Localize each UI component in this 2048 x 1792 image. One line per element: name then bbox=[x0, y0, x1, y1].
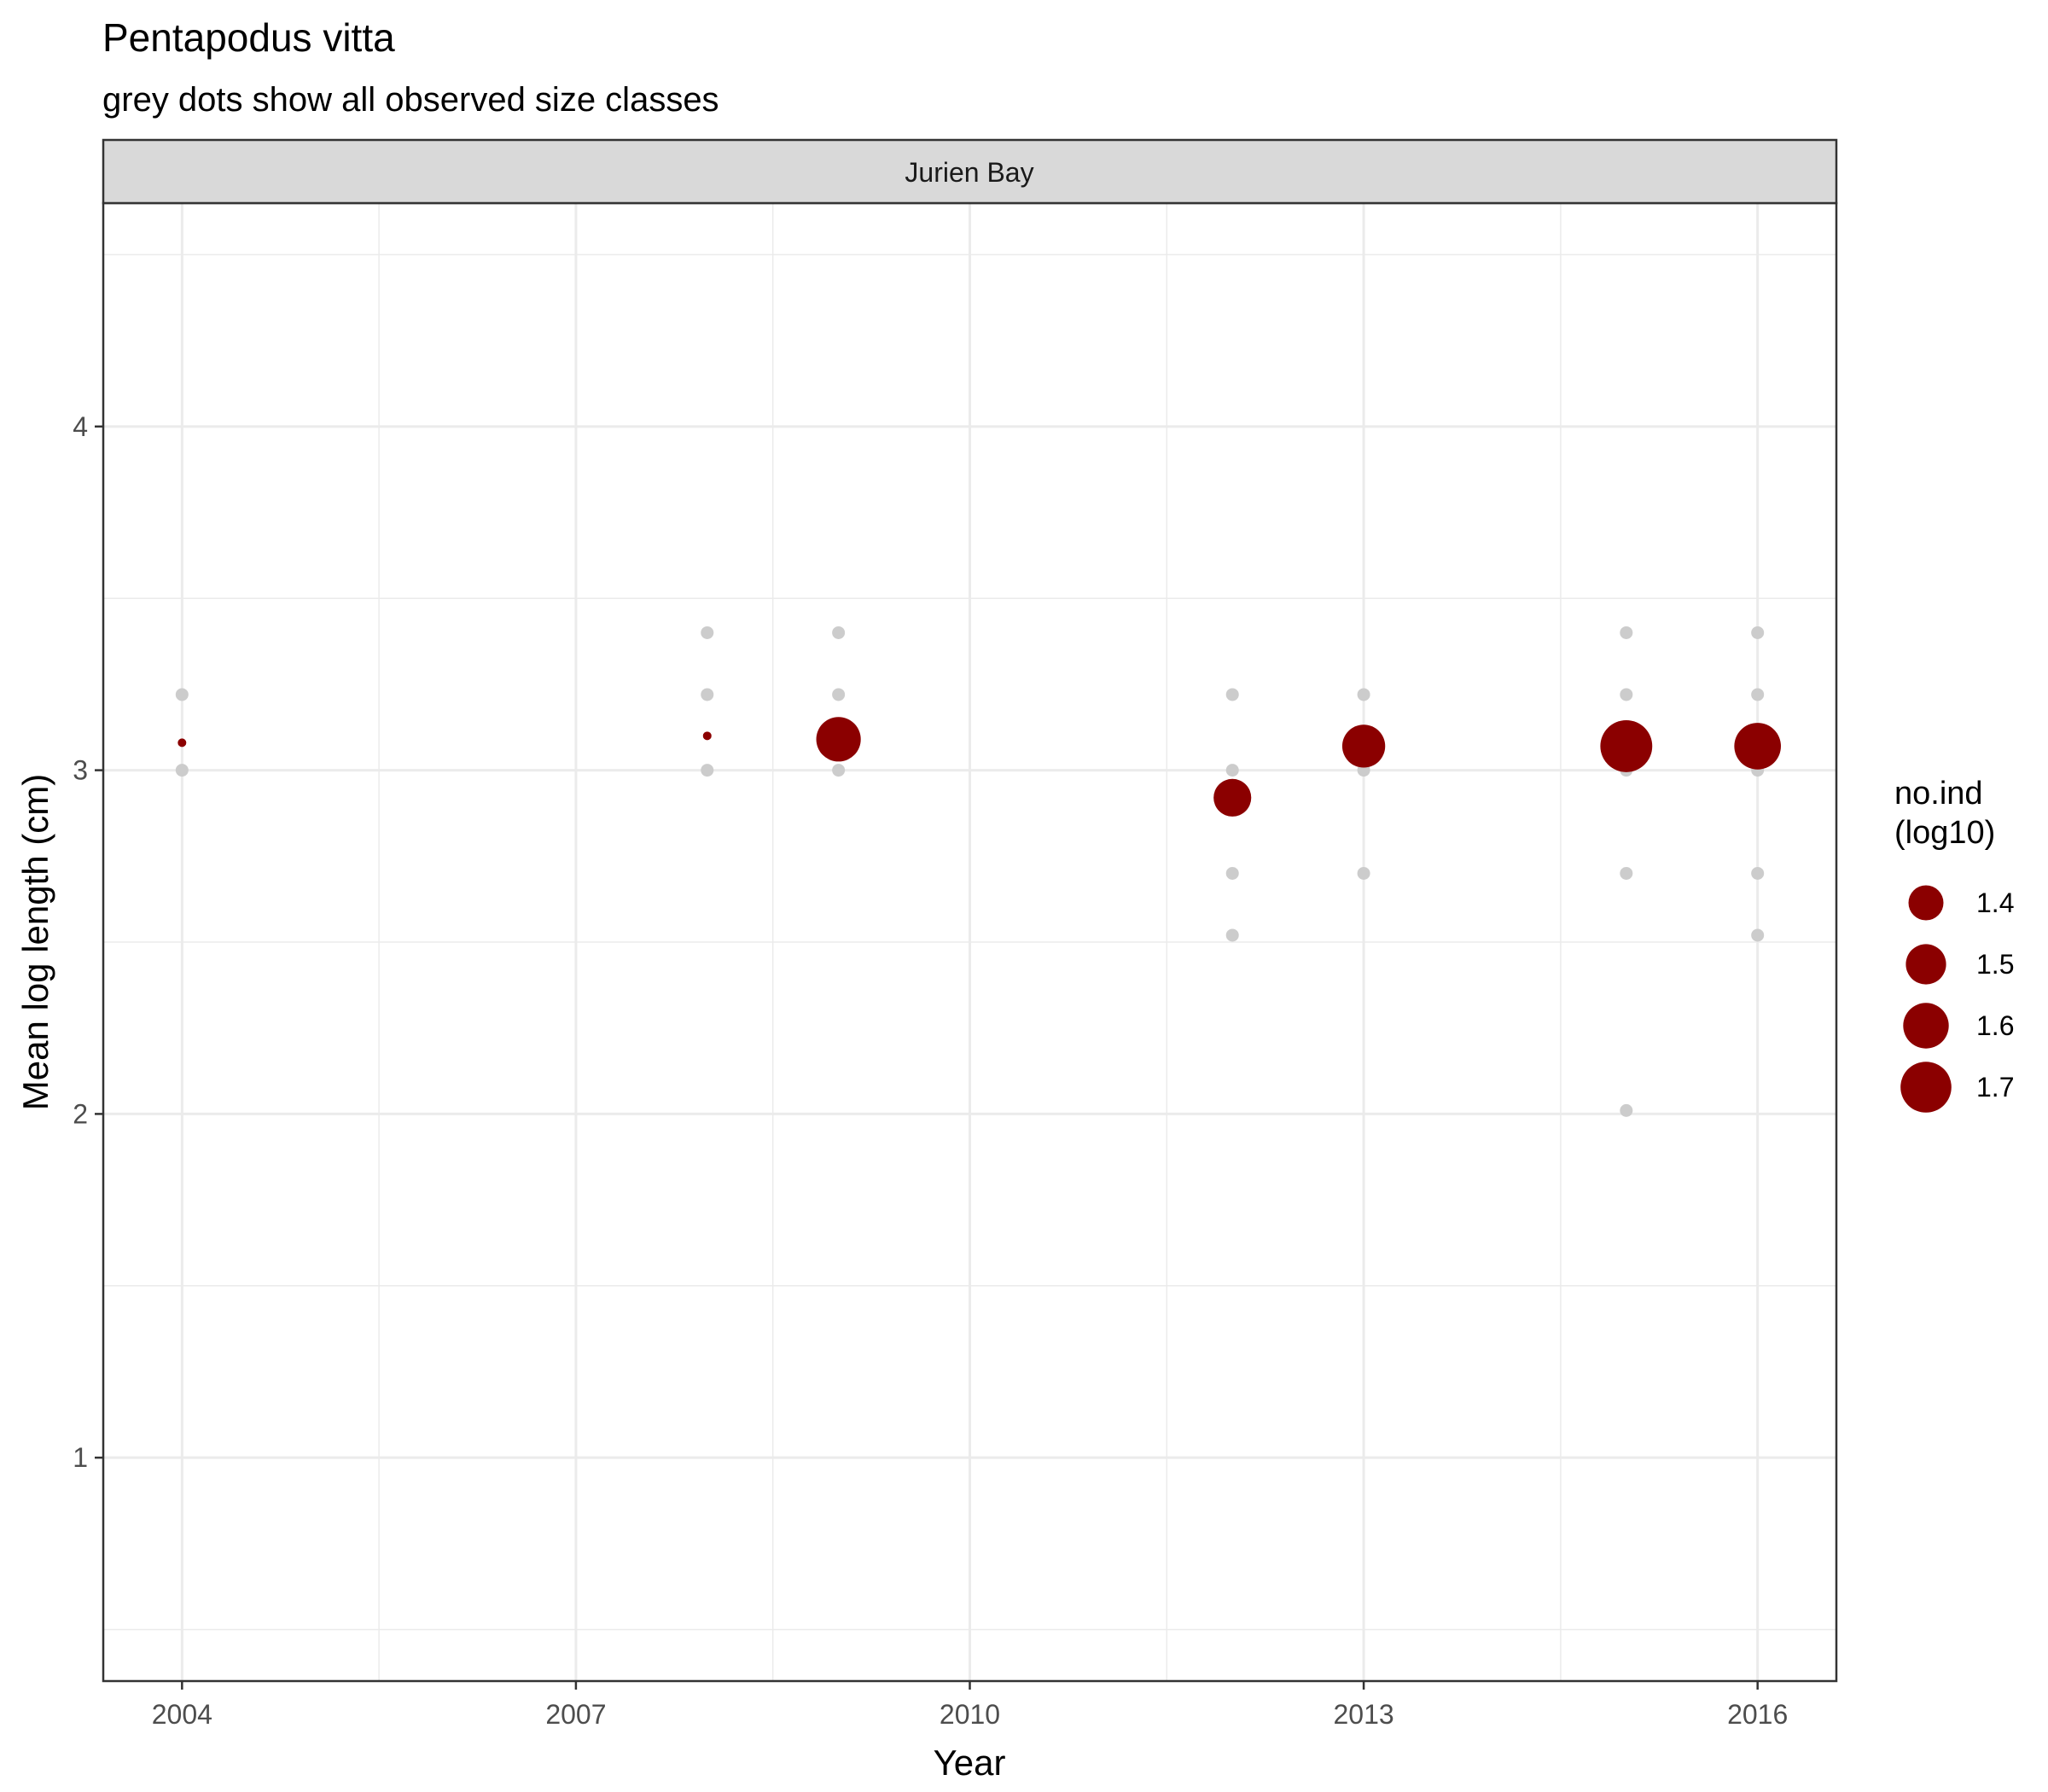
size-class-point bbox=[175, 688, 189, 701]
mean-point bbox=[1341, 724, 1386, 768]
size-class-point bbox=[1620, 688, 1633, 701]
legend-label: 1.7 bbox=[1976, 1072, 2014, 1103]
x-tick-label: 2010 bbox=[940, 1699, 1000, 1730]
size-class-point bbox=[1751, 928, 1765, 942]
size-class-points bbox=[175, 625, 1765, 1117]
legend-key bbox=[1905, 944, 1946, 985]
legend-key bbox=[1908, 885, 1944, 921]
legend-label: 1.6 bbox=[1976, 1010, 2014, 1041]
x-axis: 2004 2007 2010 2013 2016 bbox=[152, 1681, 1788, 1730]
plot-panel bbox=[102, 201, 1838, 1683]
chart-subtitle: grey dots show all observed size classes bbox=[102, 81, 719, 119]
x-tick-label: 2016 bbox=[1727, 1699, 1788, 1730]
y-tick-label: 2 bbox=[73, 1098, 88, 1129]
legend-label: 1.5 bbox=[1976, 949, 2014, 980]
mean-points bbox=[177, 717, 1782, 817]
x-tick-label: 2013 bbox=[1333, 1699, 1393, 1730]
size-legend: no.ind (log10) 1.4 1.5 1.6 1.7 bbox=[1894, 776, 2014, 1113]
legend-label: 1.4 bbox=[1976, 887, 2014, 918]
x-tick-label: 2007 bbox=[545, 1699, 606, 1730]
mean-point bbox=[177, 738, 187, 748]
mean-point bbox=[1600, 719, 1653, 772]
size-class-point bbox=[175, 764, 189, 777]
size-class-point bbox=[1357, 688, 1370, 701]
size-class-point bbox=[701, 764, 714, 777]
size-class-point bbox=[1225, 764, 1239, 777]
legend-title: no.ind (log10) bbox=[1894, 776, 1995, 851]
size-class-point bbox=[701, 688, 714, 701]
facet-label: Jurien Bay bbox=[905, 157, 1033, 188]
size-class-point bbox=[1620, 1103, 1633, 1117]
legend-key bbox=[1903, 1003, 1949, 1049]
size-class-point bbox=[1620, 625, 1633, 639]
y-tick-label: 3 bbox=[73, 755, 88, 786]
legend-keys: 1.4 1.5 1.6 1.7 bbox=[1900, 885, 2014, 1113]
size-class-point bbox=[701, 625, 714, 639]
legend-title-line-1: no.ind bbox=[1894, 776, 1983, 812]
legend-key bbox=[1900, 1062, 1952, 1113]
major-gridlines bbox=[103, 203, 1836, 1681]
legend-title-line-2: (log10) bbox=[1894, 815, 1995, 851]
size-class-point bbox=[1225, 688, 1239, 701]
size-class-point bbox=[832, 625, 846, 639]
y-axis: 1 2 3 4 bbox=[73, 411, 103, 1473]
facet-strip-background bbox=[102, 138, 1838, 205]
facet-strip: Jurien Bay bbox=[102, 138, 1838, 205]
y-tick-label: 1 bbox=[73, 1442, 88, 1473]
size-class-point bbox=[1225, 866, 1239, 880]
y-tick-label: 4 bbox=[73, 411, 88, 442]
y-axis-title: Mean log length (cm) bbox=[15, 774, 55, 1111]
size-class-point bbox=[1751, 866, 1765, 880]
size-class-point bbox=[1751, 688, 1765, 701]
x-tick-label: 2004 bbox=[152, 1699, 212, 1730]
size-class-point bbox=[832, 764, 846, 777]
mean-point bbox=[1213, 778, 1252, 817]
mean-point bbox=[816, 717, 861, 762]
size-class-point bbox=[832, 688, 846, 701]
size-class-point bbox=[1751, 625, 1765, 639]
size-class-point bbox=[1620, 866, 1633, 880]
mean-point bbox=[702, 731, 712, 741]
x-axis-title: Year bbox=[934, 1743, 1006, 1783]
size-class-point bbox=[1357, 866, 1370, 880]
mean-point bbox=[1734, 723, 1782, 770]
size-class-point bbox=[1225, 928, 1239, 942]
chart-title: Pentapodus vitta bbox=[102, 15, 395, 60]
